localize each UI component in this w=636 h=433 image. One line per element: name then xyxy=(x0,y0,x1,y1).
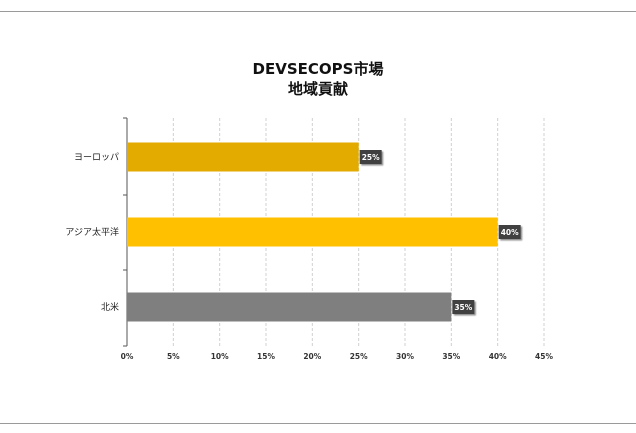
bar xyxy=(127,292,452,322)
bar xyxy=(127,142,359,172)
chart-title-line-1: DEVSECOPS市場 xyxy=(252,60,384,78)
data-label-box xyxy=(359,150,382,164)
x-tick-label: 40% xyxy=(489,352,507,361)
x-tick-label: 15% xyxy=(257,352,275,361)
data-label: 40% xyxy=(498,225,521,239)
x-tick-label: 45% xyxy=(535,352,553,361)
x-tick-label: 0% xyxy=(121,352,134,361)
x-tick-label: 10% xyxy=(211,352,229,361)
top-divider xyxy=(0,11,636,12)
data-label-text: 40% xyxy=(501,228,519,237)
data-label: 25% xyxy=(359,150,382,164)
x-tick-label: 20% xyxy=(303,352,321,361)
data-label-text: 35% xyxy=(454,303,472,312)
category-label: 北米 xyxy=(101,301,119,313)
chart-title: DEVSECOPS市場 地域貢献 xyxy=(0,59,636,99)
category-label: アジア太平洋 xyxy=(65,226,119,238)
category-label: ヨーロッパ xyxy=(74,152,119,163)
bottom-divider xyxy=(0,423,636,424)
data-label-text: 25% xyxy=(362,153,380,162)
x-tick-label: 25% xyxy=(350,352,368,361)
data-label-box xyxy=(452,300,475,314)
x-tick-label: 5% xyxy=(167,352,180,361)
x-tick-label: 30% xyxy=(396,352,414,361)
bar xyxy=(127,217,498,247)
x-tick-label: 35% xyxy=(442,352,460,361)
data-label: 35% xyxy=(452,300,475,314)
chart-title-line-2: 地域貢献 xyxy=(287,80,348,98)
data-label-box xyxy=(498,225,521,239)
